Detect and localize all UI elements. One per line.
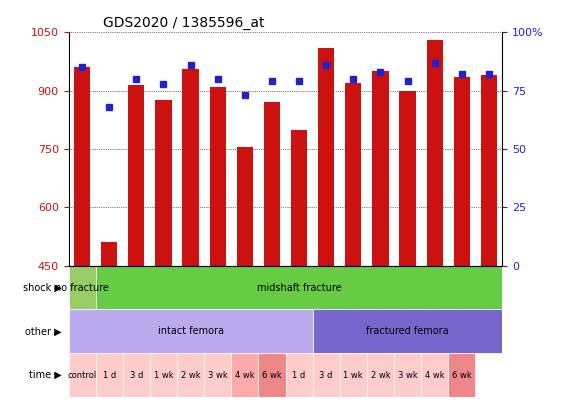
Text: shock ▶: shock ▶ — [23, 283, 62, 292]
FancyBboxPatch shape — [69, 353, 96, 397]
Text: 4 wk: 4 wk — [235, 371, 255, 379]
Text: 3 d: 3 d — [130, 371, 143, 379]
FancyBboxPatch shape — [340, 353, 367, 397]
Text: midshaft fracture: midshaft fracture — [257, 283, 341, 292]
Bar — [74, 67, 90, 266]
Text: time ▶: time ▶ — [29, 370, 62, 380]
FancyBboxPatch shape — [421, 353, 448, 397]
Text: 1 wk: 1 wk — [344, 371, 363, 379]
Bar — [372, 71, 389, 266]
Text: intact femora: intact femora — [158, 326, 224, 336]
Text: 1 d: 1 d — [292, 371, 305, 379]
Bar — [210, 87, 226, 266]
Text: other ▶: other ▶ — [25, 326, 62, 336]
Text: fractured femora: fractured femora — [366, 326, 449, 336]
Bar — [128, 85, 144, 266]
Bar — [183, 69, 199, 266]
Bar — [264, 102, 280, 266]
Text: 4 wk: 4 wk — [425, 371, 444, 379]
FancyBboxPatch shape — [204, 353, 231, 397]
FancyBboxPatch shape — [367, 353, 394, 397]
Text: 6 wk: 6 wk — [452, 371, 472, 379]
Bar — [400, 91, 416, 266]
Text: 2 wk: 2 wk — [181, 371, 200, 379]
Text: 2 wk: 2 wk — [371, 371, 390, 379]
Bar — [481, 75, 497, 266]
FancyBboxPatch shape — [69, 266, 96, 309]
FancyBboxPatch shape — [150, 353, 177, 397]
Bar — [101, 242, 118, 266]
FancyBboxPatch shape — [231, 353, 258, 397]
Text: 1 d: 1 d — [103, 371, 116, 379]
Text: no fracture: no fracture — [55, 283, 109, 292]
FancyBboxPatch shape — [123, 353, 150, 397]
Text: 3 wk: 3 wk — [397, 371, 417, 379]
Bar — [291, 130, 307, 266]
Bar — [155, 100, 172, 266]
Text: 3 wk: 3 wk — [208, 371, 228, 379]
Bar — [237, 147, 253, 266]
Text: GDS2020 / 1385596_at: GDS2020 / 1385596_at — [103, 16, 265, 30]
FancyBboxPatch shape — [96, 266, 502, 309]
Bar — [454, 77, 470, 266]
Text: 1 wk: 1 wk — [154, 371, 173, 379]
Bar — [345, 83, 361, 266]
FancyBboxPatch shape — [286, 353, 313, 397]
Text: 3 d: 3 d — [320, 371, 333, 379]
Bar — [427, 40, 443, 266]
FancyBboxPatch shape — [448, 353, 475, 397]
FancyBboxPatch shape — [96, 353, 123, 397]
FancyBboxPatch shape — [69, 309, 313, 353]
Bar — [318, 48, 335, 266]
FancyBboxPatch shape — [177, 353, 204, 397]
Text: 6 wk: 6 wk — [262, 371, 282, 379]
FancyBboxPatch shape — [313, 353, 340, 397]
FancyBboxPatch shape — [258, 353, 286, 397]
Text: control: control — [67, 371, 96, 379]
FancyBboxPatch shape — [313, 309, 502, 353]
FancyBboxPatch shape — [394, 353, 421, 397]
